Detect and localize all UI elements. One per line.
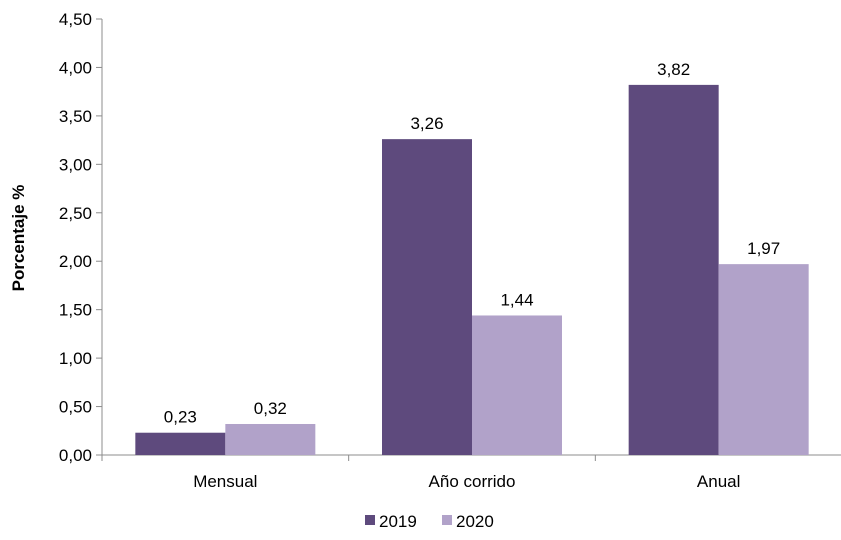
legend-swatch-2019 xyxy=(365,515,375,525)
bars: 0,23 0,32 3,26 1,44 3,82 1,97 xyxy=(135,60,809,456)
legend-swatch-2020 xyxy=(442,515,452,525)
x-category-label: Año corrido xyxy=(429,472,516,491)
x-category-label: Mensual xyxy=(193,472,257,491)
axes: 0,00 0,50 1,00 1,50 2,00 2,50 3,00 3,50 4,00 4,50… xyxy=(59,10,841,491)
bar-2020-2 xyxy=(718,264,809,455)
y-tick-label: 2,00 xyxy=(59,252,92,271)
y-tick-label: 3,00 xyxy=(59,155,92,174)
y-axis-label: Porcentaje % xyxy=(9,185,28,292)
legend: 2019 2020 xyxy=(365,512,494,531)
data-label: 0,32 xyxy=(254,399,287,418)
legend-label: 2019 xyxy=(379,512,417,531)
bar-2019-1 xyxy=(382,139,472,456)
y-tick-label: 0,50 xyxy=(59,398,92,417)
data-label: 1,44 xyxy=(500,290,533,309)
y-tick-label: 1,50 xyxy=(59,301,92,320)
data-label: 3,82 xyxy=(657,60,690,79)
y-tick-label: 1,00 xyxy=(59,349,92,368)
bar-2020-1 xyxy=(472,315,562,455)
data-label: 3,26 xyxy=(410,114,443,133)
y-tick-label: 4,50 xyxy=(59,10,92,29)
legend-label: 2020 xyxy=(456,512,494,531)
data-label: 0,23 xyxy=(164,408,197,427)
x-category-label: Anual xyxy=(697,472,740,491)
data-label: 1,97 xyxy=(747,239,780,258)
bar-2019-2 xyxy=(628,84,719,455)
bar-2019-0 xyxy=(135,432,226,455)
y-tick-label: 4,00 xyxy=(59,58,92,77)
bar-2020-0 xyxy=(225,423,316,455)
y-tick-label: 0,00 xyxy=(59,446,92,465)
y-tick-label: 2,50 xyxy=(59,204,92,223)
y-tick-label: 3,50 xyxy=(59,107,92,126)
